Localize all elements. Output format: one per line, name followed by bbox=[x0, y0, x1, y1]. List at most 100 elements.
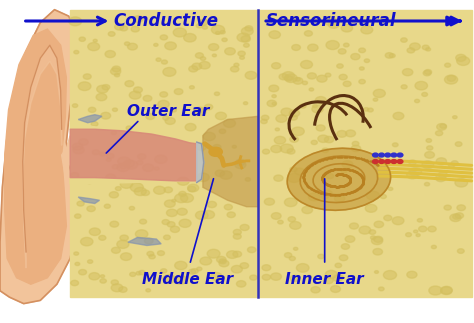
Circle shape bbox=[392, 217, 404, 225]
Circle shape bbox=[173, 28, 186, 37]
Circle shape bbox=[179, 191, 186, 196]
Circle shape bbox=[323, 190, 332, 197]
Circle shape bbox=[143, 95, 152, 101]
Circle shape bbox=[238, 51, 245, 56]
Circle shape bbox=[244, 102, 248, 105]
Circle shape bbox=[220, 30, 225, 34]
Circle shape bbox=[346, 130, 356, 137]
Circle shape bbox=[295, 78, 300, 81]
Circle shape bbox=[237, 33, 250, 42]
Circle shape bbox=[406, 233, 411, 237]
Circle shape bbox=[195, 53, 203, 58]
Circle shape bbox=[264, 198, 274, 205]
Circle shape bbox=[401, 38, 407, 42]
Circle shape bbox=[162, 220, 169, 224]
Circle shape bbox=[240, 224, 249, 231]
Circle shape bbox=[216, 31, 220, 34]
Circle shape bbox=[278, 220, 283, 224]
Circle shape bbox=[189, 66, 198, 72]
Circle shape bbox=[284, 198, 297, 207]
Circle shape bbox=[281, 108, 292, 116]
Circle shape bbox=[91, 122, 98, 126]
Circle shape bbox=[374, 271, 379, 273]
Circle shape bbox=[69, 17, 82, 26]
Circle shape bbox=[115, 24, 124, 30]
Circle shape bbox=[271, 145, 282, 153]
Circle shape bbox=[359, 226, 371, 234]
Circle shape bbox=[409, 168, 422, 176]
Circle shape bbox=[425, 151, 435, 158]
Circle shape bbox=[293, 78, 303, 84]
Circle shape bbox=[120, 180, 133, 188]
Circle shape bbox=[289, 256, 295, 261]
Circle shape bbox=[137, 161, 143, 165]
Circle shape bbox=[423, 70, 431, 76]
Circle shape bbox=[414, 230, 418, 233]
Circle shape bbox=[385, 160, 391, 163]
Circle shape bbox=[120, 253, 132, 260]
Circle shape bbox=[203, 132, 215, 141]
Circle shape bbox=[111, 247, 120, 253]
Circle shape bbox=[233, 229, 241, 235]
Circle shape bbox=[267, 100, 276, 107]
Circle shape bbox=[200, 257, 212, 265]
Circle shape bbox=[407, 271, 417, 278]
Circle shape bbox=[325, 270, 337, 278]
Circle shape bbox=[154, 43, 158, 47]
Circle shape bbox=[438, 172, 447, 178]
Circle shape bbox=[317, 75, 327, 82]
Circle shape bbox=[427, 146, 433, 150]
Circle shape bbox=[177, 208, 187, 215]
Circle shape bbox=[335, 195, 345, 202]
Circle shape bbox=[359, 48, 365, 53]
Circle shape bbox=[166, 209, 177, 216]
Circle shape bbox=[73, 143, 83, 150]
Circle shape bbox=[422, 92, 428, 96]
Circle shape bbox=[447, 76, 456, 81]
Circle shape bbox=[164, 187, 173, 193]
Circle shape bbox=[456, 54, 466, 61]
Circle shape bbox=[455, 178, 468, 187]
Circle shape bbox=[89, 273, 100, 280]
Circle shape bbox=[141, 190, 149, 195]
Circle shape bbox=[232, 145, 237, 148]
Circle shape bbox=[407, 171, 418, 179]
Circle shape bbox=[199, 109, 204, 112]
Circle shape bbox=[120, 235, 128, 241]
Circle shape bbox=[79, 139, 88, 145]
Circle shape bbox=[124, 160, 135, 167]
Circle shape bbox=[137, 154, 146, 160]
Circle shape bbox=[131, 26, 139, 32]
Circle shape bbox=[88, 43, 100, 51]
Circle shape bbox=[426, 139, 432, 142]
Circle shape bbox=[112, 108, 118, 111]
Circle shape bbox=[172, 109, 176, 112]
Circle shape bbox=[117, 163, 129, 172]
Circle shape bbox=[351, 145, 361, 152]
Circle shape bbox=[389, 54, 395, 57]
Circle shape bbox=[155, 167, 159, 170]
Circle shape bbox=[136, 230, 148, 238]
Circle shape bbox=[455, 213, 464, 218]
Circle shape bbox=[97, 85, 108, 93]
Circle shape bbox=[373, 160, 378, 163]
Circle shape bbox=[457, 249, 464, 253]
Circle shape bbox=[285, 74, 297, 82]
Circle shape bbox=[364, 59, 370, 63]
Circle shape bbox=[201, 57, 206, 60]
Circle shape bbox=[419, 226, 427, 232]
Text: Conductive: Conductive bbox=[114, 12, 219, 30]
Circle shape bbox=[366, 191, 380, 200]
Circle shape bbox=[172, 199, 176, 202]
Circle shape bbox=[402, 68, 413, 76]
Circle shape bbox=[146, 289, 151, 292]
Circle shape bbox=[73, 104, 78, 108]
Circle shape bbox=[108, 32, 115, 36]
Circle shape bbox=[263, 149, 270, 154]
Circle shape bbox=[167, 222, 175, 227]
Circle shape bbox=[367, 108, 373, 112]
Circle shape bbox=[106, 174, 116, 181]
Circle shape bbox=[163, 275, 175, 283]
Circle shape bbox=[247, 247, 256, 253]
Circle shape bbox=[429, 286, 442, 295]
